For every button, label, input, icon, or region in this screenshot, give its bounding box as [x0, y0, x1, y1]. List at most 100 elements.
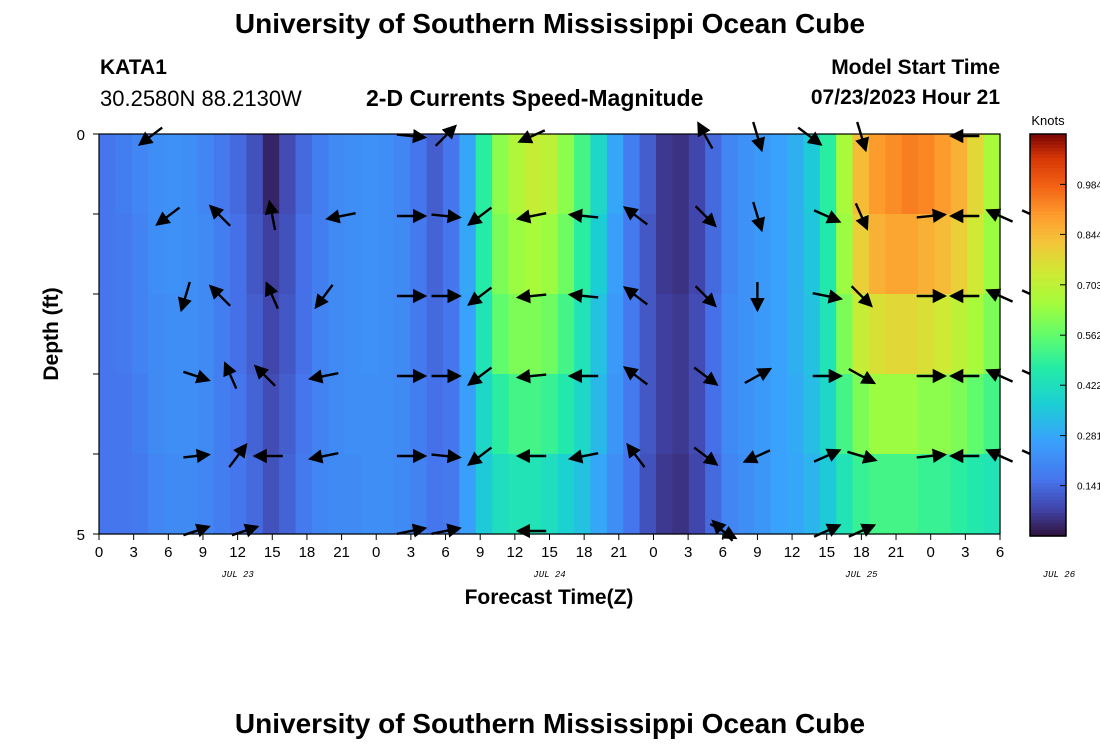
- date-label: JUL 26: [1043, 570, 1076, 580]
- heatmap-cell: [230, 294, 248, 375]
- heatmap-cell: [475, 294, 493, 375]
- heatmap-cell: [131, 214, 149, 295]
- heatmap-cell: [279, 454, 297, 535]
- heatmap-cell: [639, 134, 657, 215]
- colorbar-segment: [1030, 422, 1066, 427]
- colorbar-segment: [1030, 415, 1066, 420]
- heatmap-cell: [459, 214, 477, 295]
- heatmap-cell: [492, 374, 510, 455]
- colorbar-segment: [1030, 432, 1066, 437]
- colorbar-segment: [1030, 428, 1066, 433]
- heatmap-cell: [688, 454, 706, 535]
- colorbar-segment: [1030, 134, 1066, 138]
- heatmap-cell: [934, 454, 952, 535]
- colorbar-segment: [1030, 157, 1066, 162]
- x-tick-label: 3: [407, 544, 415, 561]
- colorbar-segment: [1030, 274, 1066, 279]
- heatmap-cell: [180, 134, 198, 215]
- heatmap-cell: [230, 454, 248, 535]
- heatmap-cell: [524, 374, 542, 455]
- current-vector: [396, 523, 428, 538]
- colorbar-segment: [1030, 281, 1066, 286]
- heatmap-cell: [836, 214, 854, 295]
- heatmap-cell: [803, 294, 821, 375]
- current-vector: [314, 284, 334, 310]
- colorbar-segment: [1030, 462, 1066, 467]
- current-vector: [517, 129, 546, 144]
- heatmap-cell: [295, 294, 313, 375]
- heatmap-cell: [279, 374, 297, 455]
- x-tick-label: 9: [199, 544, 207, 561]
- page-title: University of Southern Mississippi Ocean…: [234, 8, 866, 39]
- current-vector: [622, 206, 649, 226]
- current-vector: [693, 366, 719, 386]
- heatmap-cell: [590, 214, 608, 295]
- heatmap-cell: [836, 134, 854, 215]
- heatmap-cell: [737, 134, 755, 215]
- x-tick-label: 12: [784, 544, 801, 561]
- current-vector: [751, 201, 766, 233]
- colorbar-tick-label: 0.844: [1077, 230, 1100, 241]
- heatmap-cell: [557, 374, 575, 455]
- heatmap-cell: [492, 294, 510, 375]
- heatmap-cell: [131, 134, 149, 215]
- x-tick-label: 15: [818, 544, 835, 561]
- colorbar-segment: [1030, 345, 1066, 349]
- heatmap-cell: [590, 454, 608, 535]
- colorbar-segment: [1030, 167, 1066, 172]
- colorbar-segment: [1030, 331, 1066, 336]
- chart-title: 2-D Currents Speed-Magnitude: [366, 85, 704, 111]
- colorbar-segment: [1030, 301, 1066, 306]
- heatmap-cell: [311, 374, 329, 455]
- heatmap-cell: [426, 134, 444, 215]
- heatmap-cell: [246, 294, 264, 375]
- heatmap-cell: [819, 374, 837, 455]
- heatmap-cell: [180, 374, 198, 455]
- colorbar-segment: [1030, 211, 1066, 215]
- heatmap-cell: [950, 294, 968, 375]
- heatmap-cell: [901, 214, 919, 295]
- heatmap-cell: [508, 374, 526, 455]
- colorbar-segment: [1030, 482, 1066, 487]
- heatmap-cell: [852, 294, 870, 375]
- y-tick-label: 0: [77, 127, 85, 144]
- colorbar-segment: [1030, 251, 1066, 256]
- colorbar-segment: [1030, 261, 1066, 266]
- model-start-value: 07/23/2023 Hour 21: [810, 86, 1000, 109]
- heatmap-cell: [393, 454, 411, 535]
- heatmap-cell: [819, 454, 837, 535]
- heatmap-cell: [950, 374, 968, 455]
- heatmap-cell: [230, 374, 248, 455]
- heatmap-cell: [705, 294, 723, 375]
- heatmap-cell: [180, 454, 198, 535]
- colorbar-tick-label: 0.281: [1077, 432, 1100, 443]
- heatmap-cell: [180, 214, 198, 295]
- heatmap-cell: [868, 214, 886, 295]
- heatmap-cell: [475, 454, 493, 535]
- heatmap-cell: [721, 294, 739, 375]
- heatmap-cell: [705, 454, 723, 535]
- heatmap-cell: [475, 134, 493, 215]
- current-vector: [264, 199, 279, 231]
- page-title-bottom: University of Southern Mississippi Ocean…: [234, 708, 866, 739]
- x-tick-label: 21: [888, 544, 905, 561]
- heatmap-cell: [541, 134, 559, 215]
- heatmap-cell: [574, 294, 592, 375]
- heatmap-cell: [475, 214, 493, 295]
- current-vector: [431, 523, 462, 538]
- heatmap-cell: [115, 214, 133, 295]
- colorbar-segment: [1030, 207, 1066, 212]
- heatmap-cell: [705, 374, 723, 455]
- heatmap-cell: [557, 134, 575, 215]
- colorbar-segment: [1030, 335, 1066, 339]
- current-vector: [137, 126, 163, 146]
- heatmap-cell: [852, 374, 870, 455]
- current-vector: [693, 446, 719, 466]
- heatmap-cell: [344, 294, 362, 375]
- colorbar-segment: [1030, 435, 1066, 440]
- heatmap-cell: [262, 214, 280, 295]
- x-tick-label: 15: [541, 544, 558, 561]
- x-tick-label: 6: [441, 544, 449, 561]
- heatmap-cell: [934, 374, 952, 455]
- current-vector: [697, 121, 714, 150]
